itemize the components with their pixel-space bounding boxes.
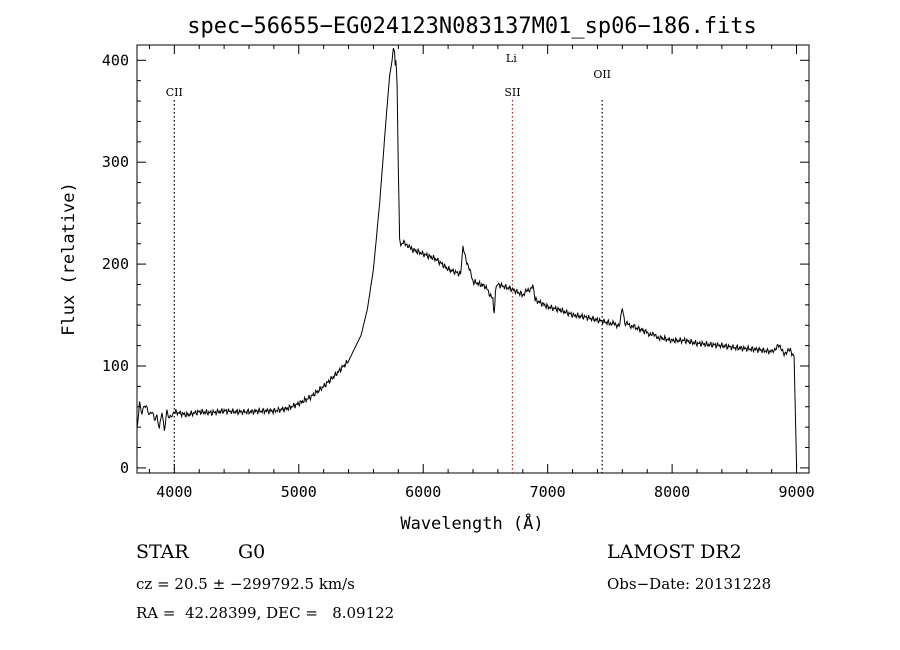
y-tick-label: 400 bbox=[102, 51, 129, 69]
y-tick-label: 100 bbox=[102, 357, 129, 375]
x-tick-label: 5000 bbox=[281, 483, 317, 501]
x-tick-label: 4000 bbox=[156, 483, 192, 501]
y-axis-label: Flux (relative) bbox=[59, 182, 79, 336]
object-class: STAR bbox=[136, 541, 189, 563]
axis-ticks: 4000 5000 6000 7000 8000 9000 0 100 200 300 400 bbox=[102, 45, 815, 501]
annotation-label: CII bbox=[166, 86, 183, 99]
redshift-velocity: cz = 20.5 ± −299792.5 km/s bbox=[136, 575, 355, 593]
annotation-label: Li bbox=[506, 52, 517, 65]
x-tick-label: 6000 bbox=[405, 483, 441, 501]
y-tick-label: 300 bbox=[102, 153, 129, 171]
survey-name: LAMOST DR2 bbox=[607, 541, 742, 563]
x-tick-label: 7000 bbox=[530, 483, 566, 501]
object-subclass: G0 bbox=[238, 541, 266, 563]
annotation-label: SII bbox=[504, 86, 520, 99]
spectrum-line bbox=[136, 47, 798, 468]
x-tick-label: 9000 bbox=[778, 483, 814, 501]
x-tick-label: 8000 bbox=[654, 483, 690, 501]
sky-coordinates: RA = 42.28399, DEC = 8.09122 bbox=[136, 604, 395, 622]
y-tick-label: 200 bbox=[102, 255, 129, 273]
chart-title: spec−56655−EG024123N083137M01_sp06−186.f… bbox=[187, 14, 757, 39]
y-tick-label: 0 bbox=[120, 459, 129, 477]
line-annotations: CII SII Li OII bbox=[166, 52, 611, 473]
plot-frame bbox=[136, 44, 810, 474]
annotation-label: OII bbox=[593, 68, 611, 81]
observation-date: Obs−Date: 20131228 bbox=[607, 575, 772, 593]
x-axis-label: Wavelength (Å) bbox=[400, 512, 543, 534]
